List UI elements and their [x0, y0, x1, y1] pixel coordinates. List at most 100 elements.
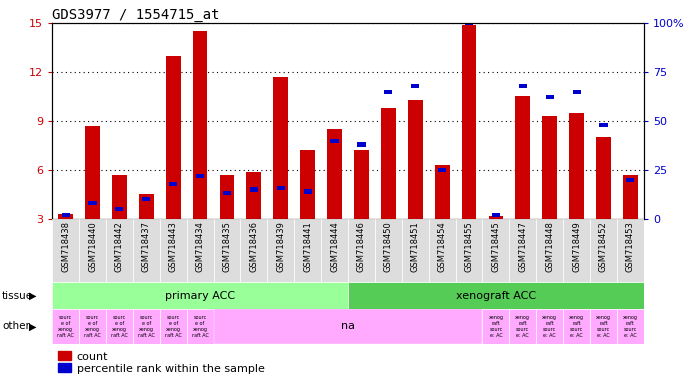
Bar [274, 77, 288, 219]
FancyBboxPatch shape [348, 282, 644, 309]
Bar [569, 113, 584, 219]
Text: GSM718441: GSM718441 [303, 221, 313, 271]
Text: xenog
raft
sourc
e: AC: xenog raft sourc e: AC [489, 315, 503, 338]
FancyBboxPatch shape [106, 309, 133, 344]
FancyBboxPatch shape [509, 309, 536, 344]
Bar [626, 178, 635, 182]
Text: GSM718452: GSM718452 [599, 221, 608, 271]
Text: GSM718434: GSM718434 [196, 221, 205, 271]
Bar [303, 189, 312, 194]
Text: sourc
e of
xenog
raft AC: sourc e of xenog raft AC [138, 315, 155, 338]
Text: GSM718449: GSM718449 [572, 221, 581, 271]
Bar [461, 25, 476, 219]
Bar [438, 168, 446, 172]
Bar [85, 126, 100, 219]
FancyBboxPatch shape [482, 309, 509, 344]
FancyBboxPatch shape [321, 219, 348, 282]
Text: GSM718450: GSM718450 [383, 221, 393, 271]
Bar [596, 137, 611, 219]
Bar [250, 187, 258, 192]
Bar [408, 100, 422, 219]
Text: xenog
raft
sourc
e: AC: xenog raft sourc e: AC [542, 315, 557, 338]
Bar [573, 89, 580, 94]
FancyBboxPatch shape [402, 219, 429, 282]
Text: GSM718442: GSM718442 [115, 221, 124, 271]
FancyBboxPatch shape [240, 219, 267, 282]
Text: GSM718438: GSM718438 [61, 221, 70, 272]
Bar [220, 175, 235, 219]
Bar [331, 139, 339, 142]
Text: xenog
raft
sourc
e: AC: xenog raft sourc e: AC [596, 315, 611, 338]
Bar [492, 213, 500, 217]
Bar [354, 151, 369, 219]
Text: GSM718439: GSM718439 [276, 221, 285, 271]
Bar [166, 56, 180, 219]
Text: GSM718444: GSM718444 [330, 221, 339, 271]
Bar [411, 84, 419, 88]
Text: tissue: tissue [2, 291, 33, 301]
Bar [139, 194, 154, 219]
Bar [519, 84, 527, 88]
Text: xenog
raft
sourc
e: AC: xenog raft sourc e: AC [569, 315, 584, 338]
Text: GSM718436: GSM718436 [249, 221, 258, 272]
Text: sourc
e of
xenog
raft AC: sourc e of xenog raft AC [57, 315, 74, 338]
FancyBboxPatch shape [536, 219, 563, 282]
FancyBboxPatch shape [160, 309, 187, 344]
Bar [357, 142, 365, 147]
Bar [381, 108, 396, 219]
Bar [277, 185, 285, 190]
FancyBboxPatch shape [133, 219, 160, 282]
FancyBboxPatch shape [590, 309, 617, 344]
Bar [623, 175, 638, 219]
Bar [142, 197, 150, 201]
Text: GDS3977 / 1554715_at: GDS3977 / 1554715_at [52, 8, 220, 22]
Bar [196, 174, 204, 178]
Text: GSM718435: GSM718435 [223, 221, 232, 271]
Text: xenog
raft
sourc
e: AC: xenog raft sourc e: AC [515, 315, 530, 338]
Text: GSM718455: GSM718455 [464, 221, 473, 271]
Text: xenog
raft
sourc
e: AC: xenog raft sourc e: AC [623, 315, 638, 338]
Bar [246, 172, 261, 219]
FancyBboxPatch shape [267, 219, 294, 282]
Bar [384, 89, 393, 94]
FancyBboxPatch shape [456, 219, 482, 282]
Text: xenograft ACC: xenograft ACC [456, 291, 536, 301]
FancyBboxPatch shape [563, 219, 590, 282]
Text: GSM718453: GSM718453 [626, 221, 635, 271]
Bar [465, 21, 473, 25]
Text: sourc
e of
xenog
raft AC: sourc e of xenog raft AC [111, 315, 128, 338]
FancyBboxPatch shape [214, 309, 482, 344]
FancyBboxPatch shape [133, 309, 160, 344]
Bar [516, 96, 530, 219]
FancyBboxPatch shape [617, 219, 644, 282]
Bar [58, 214, 73, 219]
Bar [435, 165, 450, 219]
Bar [300, 151, 315, 219]
Bar [327, 129, 342, 219]
FancyBboxPatch shape [509, 219, 536, 282]
Text: GSM718448: GSM718448 [545, 221, 554, 271]
FancyBboxPatch shape [106, 219, 133, 282]
FancyBboxPatch shape [52, 309, 644, 344]
Text: GSM718451: GSM718451 [411, 221, 420, 271]
Bar [116, 207, 123, 211]
Bar [169, 182, 177, 186]
FancyBboxPatch shape [429, 219, 456, 282]
FancyBboxPatch shape [52, 219, 79, 282]
Text: GSM718447: GSM718447 [519, 221, 528, 271]
Text: ▶: ▶ [29, 321, 37, 331]
Text: primary ACC: primary ACC [165, 291, 235, 301]
FancyBboxPatch shape [160, 219, 187, 282]
Bar [223, 191, 231, 195]
FancyBboxPatch shape [52, 282, 348, 309]
FancyBboxPatch shape [563, 309, 590, 344]
Text: GSM718437: GSM718437 [142, 221, 151, 272]
FancyBboxPatch shape [79, 219, 106, 282]
FancyBboxPatch shape [617, 309, 644, 344]
Text: GSM718440: GSM718440 [88, 221, 97, 271]
FancyBboxPatch shape [590, 219, 617, 282]
Bar [112, 175, 127, 219]
Bar [542, 116, 557, 219]
FancyBboxPatch shape [52, 309, 79, 344]
FancyBboxPatch shape [294, 219, 321, 282]
